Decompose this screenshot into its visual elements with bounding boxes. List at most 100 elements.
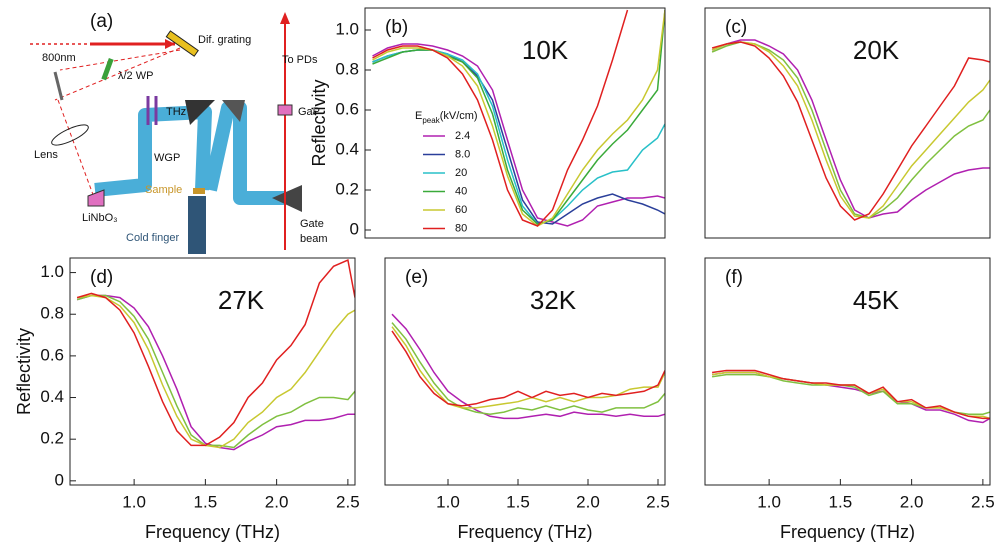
x-tick-label: 1.0 <box>436 492 460 511</box>
temperature-label: 20K <box>853 35 900 65</box>
legend-label: 2.4 <box>455 130 470 142</box>
x-tick-label: 2.0 <box>265 492 289 511</box>
legend-label: 80 <box>455 222 467 234</box>
legend-label: 60 <box>455 204 467 216</box>
y-tick-label: 0.8 <box>335 59 359 78</box>
arrow <box>165 39 175 49</box>
legend-label: 40 <box>455 185 467 197</box>
plot-area <box>76 259 355 451</box>
data-line <box>391 313 665 420</box>
diagram-label: To PDs <box>282 54 318 66</box>
panel-label: (b) <box>385 17 408 38</box>
y-tick-label: 0.6 <box>40 345 64 364</box>
x-tick-label: 1.0 <box>757 492 781 511</box>
panel-label: (f) <box>725 267 743 288</box>
data-line <box>372 9 665 227</box>
panel-label: (e) <box>405 267 428 288</box>
x-tick-label: 2.5 <box>336 492 360 511</box>
x-axis-title: Frequency (THz) <box>457 522 592 542</box>
waveplate <box>101 57 114 81</box>
y-tick-label: 0.8 <box>40 304 64 323</box>
beam <box>54 47 181 101</box>
beam <box>59 49 181 71</box>
panel-label: (d) <box>90 267 113 288</box>
data-line <box>76 294 355 449</box>
y-tick-label: 1.0 <box>40 262 64 281</box>
data-line <box>372 9 629 227</box>
diagram-label: WGP <box>154 152 180 164</box>
diagram-label: beam <box>300 233 328 245</box>
plot-frame <box>704 257 991 486</box>
y-tick-label: 0.2 <box>335 179 359 198</box>
x-tick-label: 1.0 <box>122 492 146 511</box>
y-tick-label: 0.2 <box>40 429 64 448</box>
parabolic-mirror <box>222 100 245 122</box>
panel-label: (c) <box>725 17 747 38</box>
legend-label: 8.0 <box>455 148 470 160</box>
mirror <box>53 71 64 101</box>
diagram-label: GaP <box>298 106 320 118</box>
diagram-label: Lens <box>34 149 58 161</box>
x-tick-label: 2.0 <box>900 492 924 511</box>
data-line <box>711 41 990 219</box>
temperature-label: 10K <box>522 35 569 65</box>
legend-title: Epeak(kV/cm) <box>415 110 478 125</box>
x-axis-title: Frequency (THz) <box>780 522 915 542</box>
temperature-label: 32K <box>530 285 577 315</box>
x-tick-label: 1.5 <box>194 492 218 511</box>
plot-frame <box>364 7 666 239</box>
plot-area <box>372 9 665 227</box>
x-tick-label: 1.5 <box>829 492 853 511</box>
y-tick-label: 0.4 <box>40 387 64 406</box>
diagram-label: Gate <box>300 218 324 230</box>
temperature-label: 45K <box>853 285 900 315</box>
setup-diagram: (a) 800nm Dif. grating λ/2 WP To PDs THz… <box>30 11 328 254</box>
plot-frame <box>69 257 356 486</box>
y-tick-label: 1.0 <box>335 19 359 38</box>
plot-area <box>711 39 990 221</box>
lens <box>51 124 89 146</box>
sample <box>193 188 205 194</box>
legend-title-part: (kV/cm) <box>440 110 478 122</box>
diagram-label: 800nm <box>42 52 76 64</box>
diagram-label: λ/2 WP <box>118 70 153 82</box>
data-line <box>711 41 990 221</box>
data-line <box>711 371 990 420</box>
data-line <box>391 330 665 407</box>
data-line <box>76 259 355 447</box>
beam <box>57 99 96 201</box>
plot-frame <box>384 257 666 486</box>
y-tick-label: 0.6 <box>335 99 359 118</box>
data-line <box>76 294 355 449</box>
plot-area <box>391 313 665 420</box>
data-line <box>372 9 665 225</box>
gap-crystal <box>277 104 293 116</box>
parabolic-mirror <box>185 100 215 125</box>
parabolic-mirror <box>272 185 302 212</box>
x-tick-label: 2.5 <box>646 492 670 511</box>
crystal <box>87 189 105 207</box>
y-tick-label: 0.4 <box>335 139 359 158</box>
plot-frame <box>704 7 991 239</box>
data-line <box>711 41 990 219</box>
data-line <box>76 294 355 451</box>
data-line <box>711 369 990 420</box>
y-axis-title: Reflectivity <box>14 328 34 415</box>
x-tick-label: 1.5 <box>506 492 530 511</box>
diagram-label: THz <box>166 106 186 118</box>
data-line <box>711 373 990 415</box>
cold-finger <box>188 196 206 254</box>
grating <box>165 30 199 57</box>
data-line <box>372 43 665 227</box>
legend-label: 20 <box>455 167 467 179</box>
arrow <box>280 12 290 24</box>
y-tick-label: 0 <box>55 470 64 489</box>
temperature-label: 27K <box>218 285 265 315</box>
legend-title-part: E <box>415 110 422 122</box>
y-axis-title: Reflectivity <box>309 79 329 166</box>
diagram-label: Sample <box>145 184 182 196</box>
x-tick-label: 2.0 <box>576 492 600 511</box>
y-tick-label: 0 <box>350 219 359 238</box>
plot-area <box>711 369 990 424</box>
